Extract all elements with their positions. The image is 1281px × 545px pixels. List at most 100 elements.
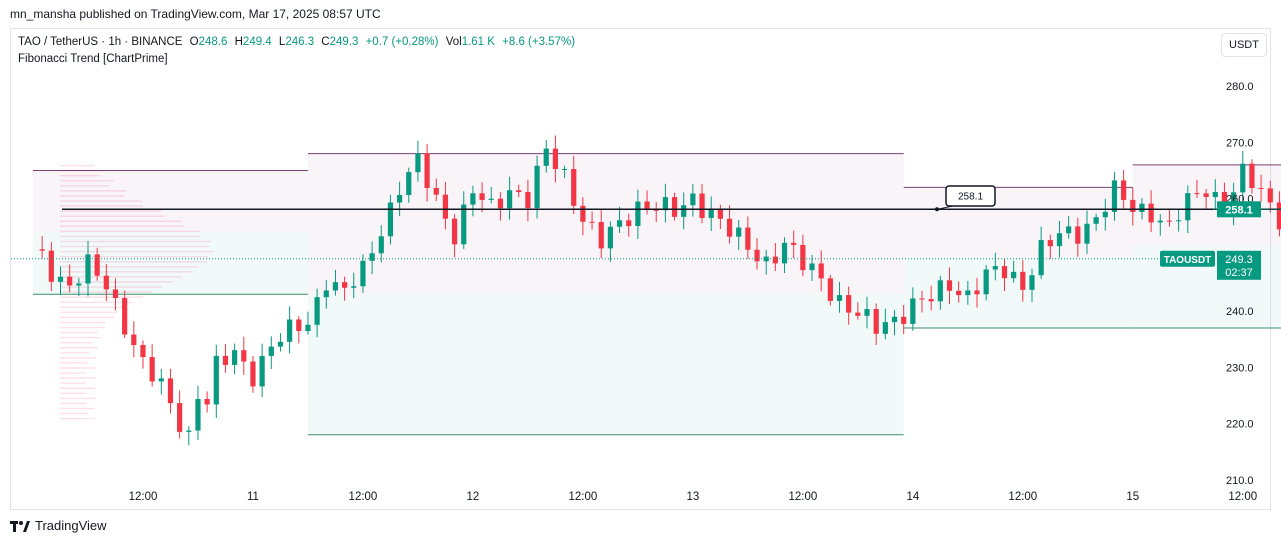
candle-body	[167, 378, 174, 404]
volume-profile-bar	[60, 200, 143, 202]
candle-body	[772, 256, 778, 264]
candle-body	[177, 403, 183, 432]
candle-body	[122, 298, 128, 335]
candle-body	[919, 298, 925, 300]
volume-profile-bar	[60, 235, 201, 238]
volume-profile-bar	[60, 347, 98, 349]
high-value: 249.4	[242, 36, 272, 48]
candle-body	[1258, 188, 1264, 190]
callout-label: 258.1	[958, 192, 983, 203]
price-labels: 258.1 TAOUSDT 249.302:37	[1160, 201, 1261, 280]
candle-body	[717, 209, 723, 219]
price-axis-tick: 220.0	[1226, 419, 1254, 431]
volume-profile-bar	[60, 220, 182, 222]
volume-profile-bar	[60, 372, 87, 374]
published-by-text: mn_mansha published on TradingView.com, …	[10, 7, 381, 21]
candle-body	[497, 198, 504, 209]
candle-body	[470, 193, 476, 205]
volume-profile-bar	[60, 321, 106, 324]
volume-profile-bar	[60, 180, 114, 182]
candle-body	[387, 202, 394, 237]
candle-body	[598, 222, 604, 249]
candle-body	[699, 193, 705, 218]
candle-body	[1203, 193, 1209, 198]
volume-profile-bar	[60, 377, 96, 379]
candle-body	[781, 242, 788, 264]
candle-body	[103, 275, 109, 290]
candle-body	[451, 218, 458, 245]
volume-label: Vol	[445, 36, 462, 48]
chart-frame[interactable]	[10, 28, 1271, 510]
candle-body	[57, 276, 64, 282]
candle-body	[708, 209, 714, 218]
candle-body	[1075, 226, 1081, 244]
last-price-tag	[1217, 250, 1261, 280]
volume-profile-bar	[60, 164, 95, 167]
candle-body	[287, 319, 293, 342]
volume-profile-bar	[60, 175, 101, 177]
symbol-legend[interactable]: TAO / TetherUS · 1h · BINANCE O248.6 H24…	[18, 36, 575, 48]
volume-profile-bar	[60, 205, 143, 207]
open-value: 248.6	[198, 36, 228, 48]
volume-profile-bar	[60, 255, 209, 258]
fibonacci-trend-fills	[33, 153, 1281, 435]
candle-body	[818, 263, 824, 279]
candle-body	[873, 309, 879, 334]
candle-body	[360, 260, 366, 287]
volume-profile-bar	[60, 367, 96, 369]
volume-profile-bar	[60, 336, 101, 339]
candle-body	[644, 201, 650, 210]
currency-button[interactable]: USDT	[1221, 33, 1267, 57]
volume-profile-bar	[60, 185, 110, 187]
candle-body	[1038, 240, 1044, 276]
volume-profile-bar	[60, 240, 211, 243]
candle-body	[827, 278, 833, 301]
candle-body	[351, 286, 357, 288]
candle-body	[946, 280, 953, 291]
tradingview-brand[interactable]: TradingView	[10, 518, 107, 533]
time-axis-tick: 12:00	[349, 491, 378, 503]
candle-body	[296, 319, 302, 332]
candle-body	[323, 290, 329, 298]
candle-body	[543, 148, 549, 166]
volume-profile-bar	[60, 296, 143, 298]
candle-body	[800, 244, 806, 271]
time-axis-tick: 12:00	[788, 491, 817, 503]
candle-body	[131, 334, 137, 346]
price-lines: 258.1	[11, 185, 1281, 260]
tradingview-logo-icon	[10, 520, 30, 532]
volume-profile-bar	[60, 342, 93, 344]
volume-profile-bar	[60, 402, 87, 405]
volume-profile-bar	[60, 417, 95, 420]
close-label: C	[321, 36, 330, 48]
candle-body	[1276, 202, 1281, 230]
candle-body	[48, 250, 54, 282]
candle-body	[1166, 220, 1173, 222]
volume-profile-bar	[60, 331, 98, 334]
candle-body	[149, 357, 155, 382]
candle-body	[1267, 188, 1273, 203]
price-axis-tick: 270.0	[1226, 137, 1254, 149]
candle-body	[213, 355, 219, 405]
time-axis-tick: 15	[1126, 491, 1139, 503]
candle-body	[580, 205, 586, 222]
candle-body	[910, 298, 916, 324]
volume-profile-bar	[60, 306, 127, 308]
indicator-legend[interactable]: Fibonacci Trend [ChartPrime]	[18, 53, 168, 65]
candle-body	[552, 148, 559, 170]
open-label: O	[189, 36, 199, 48]
volume-profile-bar	[60, 357, 97, 359]
candle-body	[1056, 233, 1063, 247]
candle-body	[241, 350, 247, 362]
time-axis-tick: 13	[686, 491, 699, 503]
candle-body	[158, 378, 164, 382]
candle-body	[928, 299, 934, 302]
volume-profile-bar	[60, 362, 88, 364]
candle-body	[195, 399, 201, 431]
last-price-label: 249.3	[1225, 254, 1253, 266]
time-axis-tick: 12:00	[1008, 491, 1037, 503]
candle-body	[745, 227, 751, 250]
candle-body	[1029, 275, 1035, 290]
volume-profile-bar	[60, 210, 162, 212]
